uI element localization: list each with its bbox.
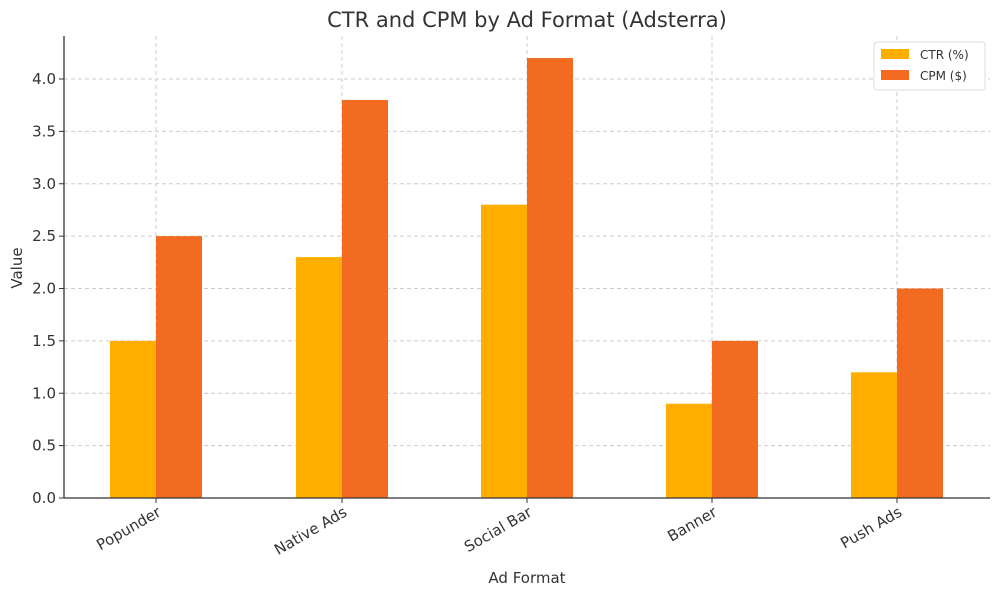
bar-ctr <box>851 372 897 498</box>
y-tick-label: 3.0 <box>32 175 56 193</box>
y-tick-label: 2.0 <box>32 280 56 298</box>
bar-cpm <box>897 288 943 498</box>
legend-label: CTR (%) <box>920 48 969 62</box>
bar-cpm <box>156 236 202 498</box>
y-tick-label: 0.5 <box>32 437 56 455</box>
x-axis-label: Ad Format <box>488 569 565 587</box>
x-tick-label: Banner <box>664 502 720 545</box>
bar-ctr <box>110 340 156 498</box>
x-tick-label: Popunder <box>93 502 164 554</box>
bar-cpm <box>527 58 573 499</box>
bars <box>110 58 943 499</box>
y-axis-label: Value <box>8 247 26 288</box>
legend-swatch <box>881 49 909 59</box>
y-tick-label: 1.0 <box>32 384 56 402</box>
y-tick-labels: 0.0 0.5 1.0 1.5 2.0 2.5 3.0 3.5 4.0 <box>32 70 64 507</box>
y-tick-label: 2.5 <box>32 227 56 245</box>
bar-ctr <box>296 257 342 498</box>
legend-swatch <box>881 70 909 80</box>
y-tick-label: 1.5 <box>32 332 56 350</box>
legend: CTR (%) CPM ($) <box>873 41 986 91</box>
y-tick-label: 0.0 <box>32 489 56 507</box>
x-tick-label: Push Ads <box>837 503 905 553</box>
x-tick-label: Native Ads <box>271 503 350 559</box>
bar-cpm <box>342 99 388 498</box>
y-tick-label: 3.5 <box>32 122 56 140</box>
bar-ctr <box>481 204 527 498</box>
bar-ctr <box>666 403 712 498</box>
x-tick-label: Social Bar <box>461 502 536 555</box>
legend-label: CPM ($) <box>920 69 967 83</box>
x-tick-labels: Popunder Native Ads Social Bar Banner Push A… <box>93 498 905 559</box>
bar-cpm <box>712 340 758 498</box>
y-tick-label: 4.0 <box>32 70 56 88</box>
chart-title: CTR and CPM by Ad Format (Adsterra) <box>327 8 727 32</box>
